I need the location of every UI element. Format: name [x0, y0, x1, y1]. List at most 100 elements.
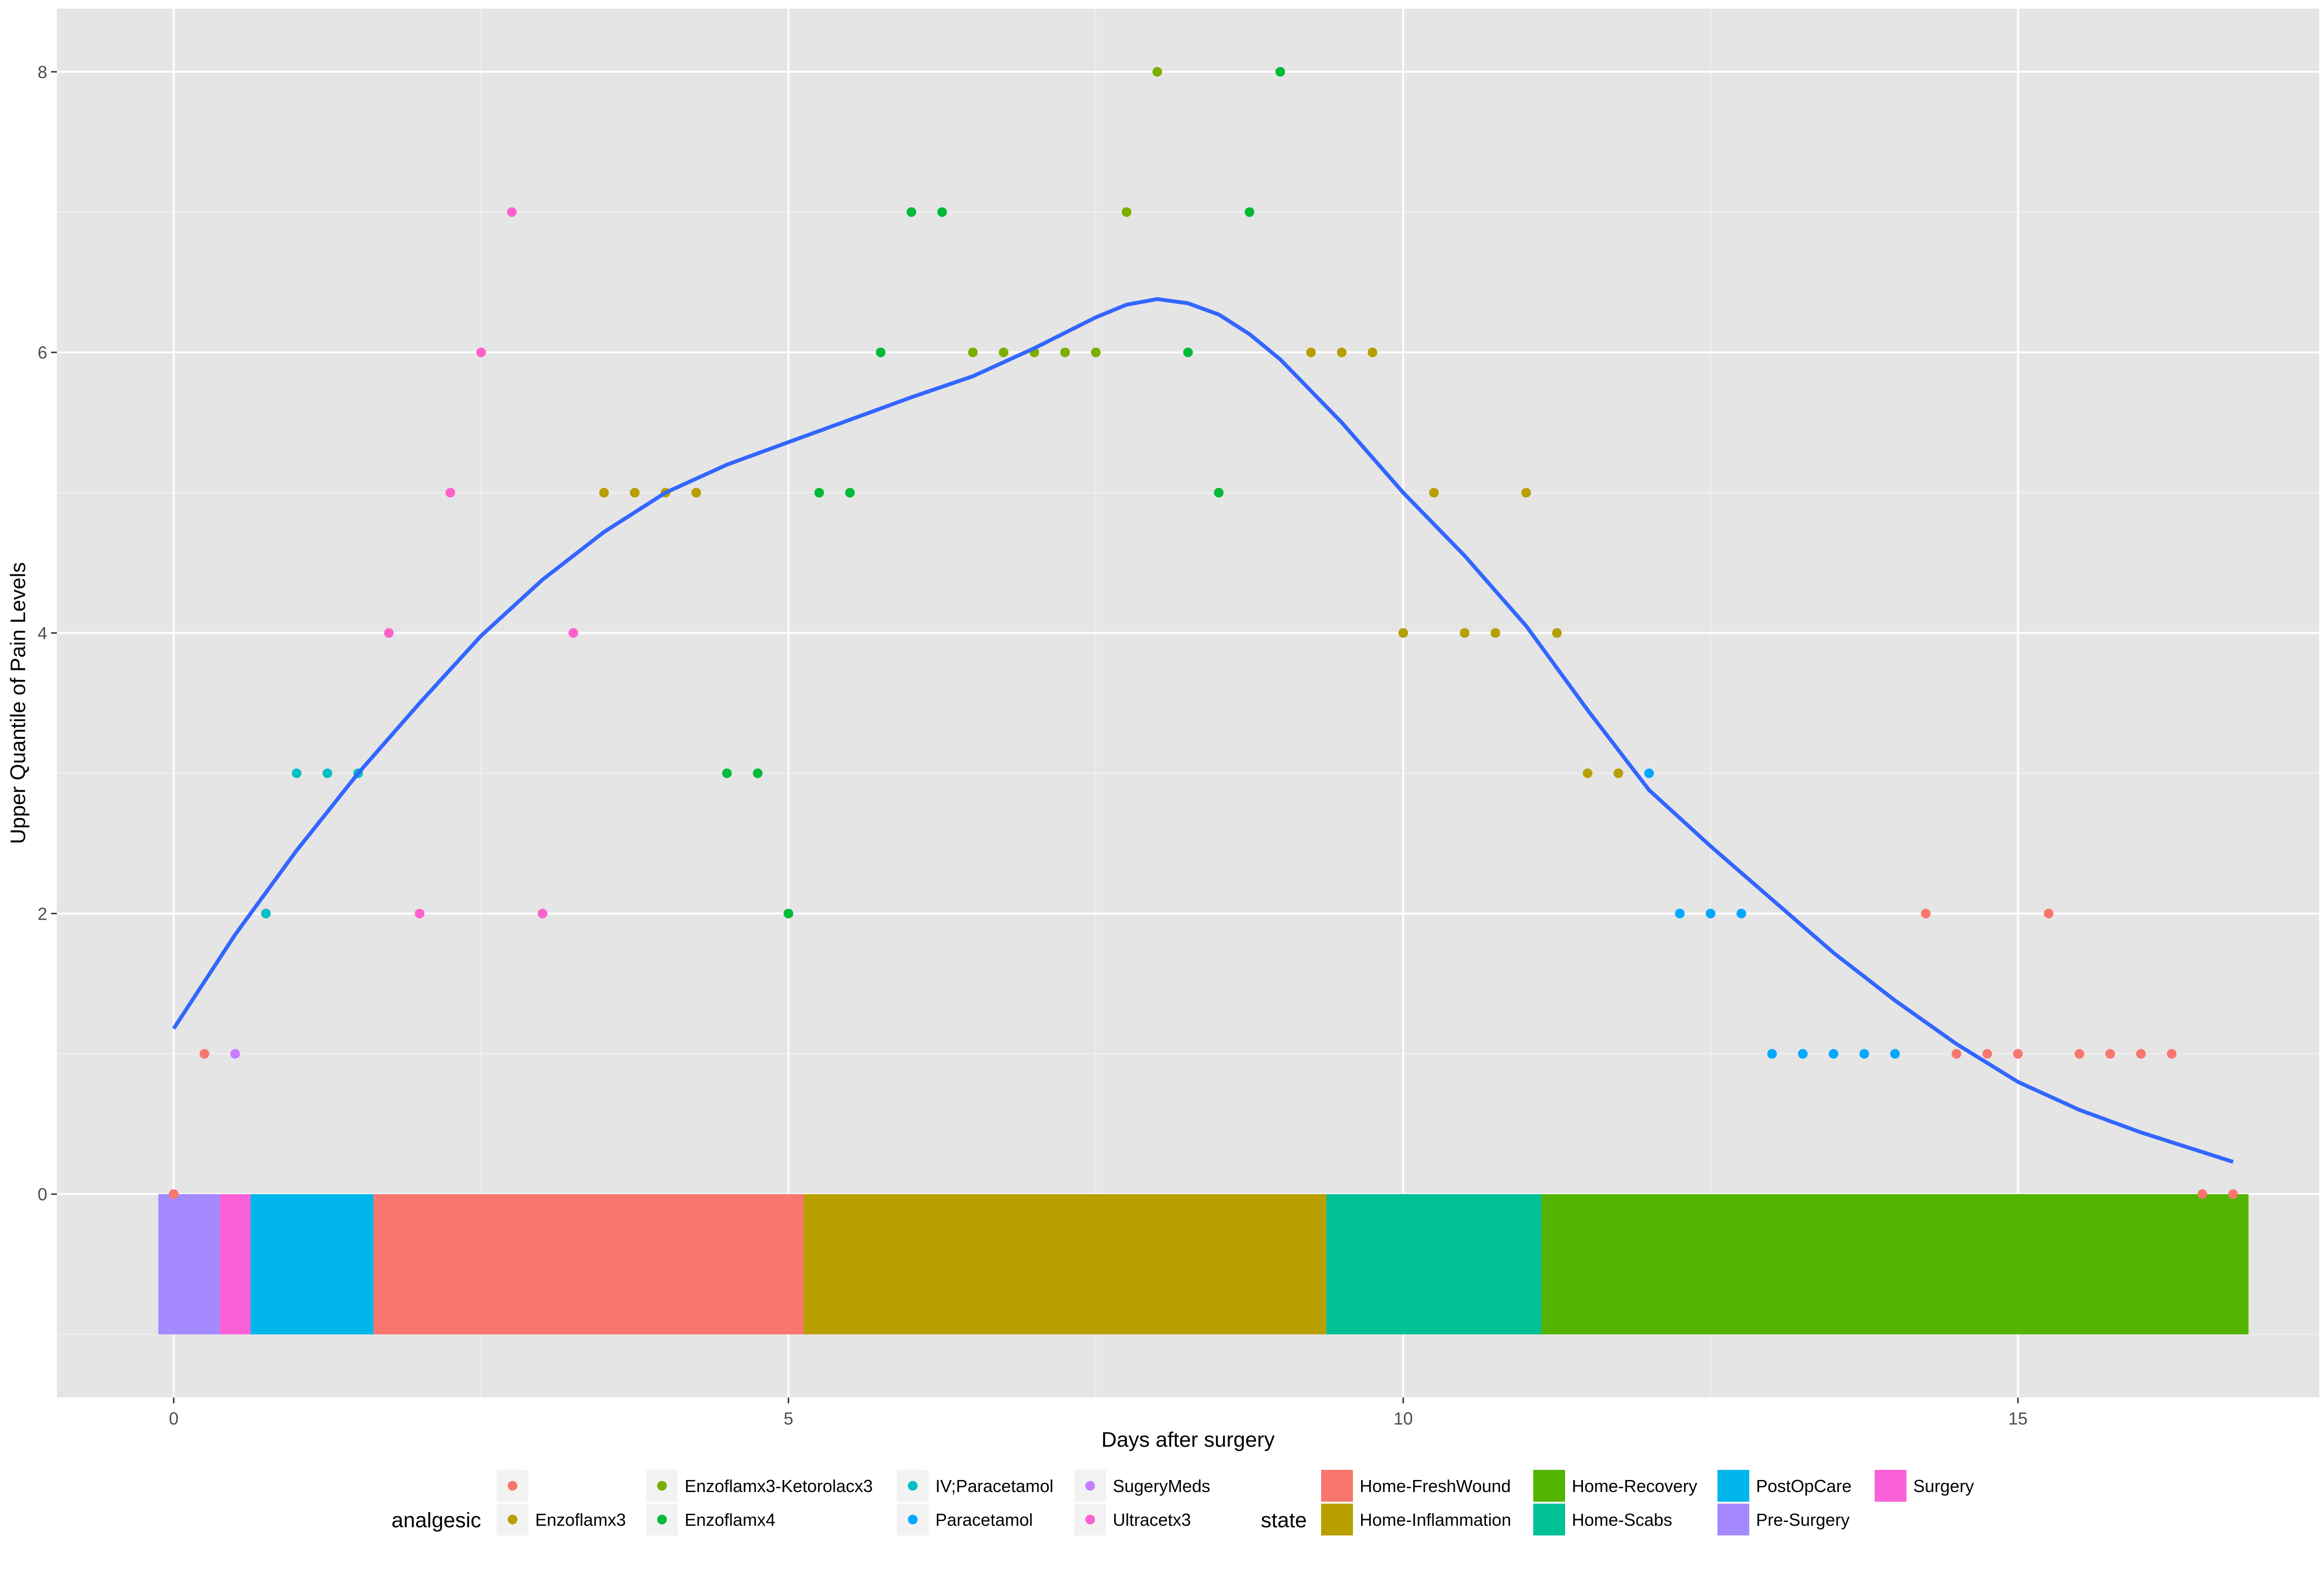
data-point — [1275, 67, 1285, 77]
state-bar — [1541, 1194, 2249, 1335]
legend-label: Ultracetx3 — [1113, 1510, 1191, 1530]
legend-label: Enzoflamx4 — [685, 1510, 775, 1530]
legend-point — [1085, 1515, 1095, 1524]
legend-label: Home-Scabs — [1572, 1510, 1672, 1530]
x-tick-label: 15 — [2008, 1409, 2027, 1428]
y-tick-label: 6 — [38, 343, 47, 363]
data-point — [323, 768, 332, 778]
data-point — [937, 207, 947, 217]
y-axis-title: Upper Quantile of Pain Levels — [6, 562, 30, 844]
data-point — [1244, 207, 1255, 217]
data-point — [599, 488, 609, 498]
data-point — [507, 207, 517, 217]
data-point — [630, 488, 640, 498]
data-point — [1091, 347, 1101, 357]
data-point — [2074, 1049, 2084, 1059]
legend-label: SugeryMeds — [1113, 1476, 1210, 1496]
data-point — [2044, 909, 2054, 919]
state-bar — [804, 1194, 1326, 1335]
data-point — [446, 488, 455, 498]
y-tick-label: 4 — [38, 624, 47, 643]
legend-label: Home-FreshWound — [1360, 1476, 1511, 1496]
legend-label: Home-Inflammation — [1360, 1510, 1511, 1530]
state-bar — [219, 1194, 251, 1335]
smooth-line — [172, 297, 2234, 1164]
data-point — [999, 347, 1009, 357]
data-point — [1736, 909, 1746, 919]
data-point — [568, 628, 578, 638]
data-point — [1890, 1049, 1900, 1059]
data-point — [1644, 768, 1654, 778]
legend-key — [1875, 1470, 1906, 1502]
data-point — [876, 347, 886, 357]
data-point — [2136, 1049, 2146, 1059]
x-axis-title: Days after surgery — [1101, 1428, 1274, 1452]
data-point — [784, 909, 794, 919]
legend-state: state Home-FreshWound Home-Inflammation Ho… — [1261, 1470, 1974, 1535]
legend-point — [908, 1515, 918, 1524]
data-point — [1459, 628, 1470, 638]
legend-point — [657, 1481, 667, 1491]
data-point — [1859, 1049, 1869, 1059]
data-point — [1490, 628, 1500, 638]
data-point — [1429, 488, 1439, 498]
state-bar — [158, 1194, 220, 1335]
legend-label: PostOpCare — [1756, 1476, 1851, 1496]
data-point — [753, 768, 763, 778]
legend-point — [1085, 1481, 1095, 1491]
data-point — [1613, 768, 1623, 778]
data-point — [1552, 628, 1562, 638]
data-point — [1982, 1049, 1992, 1059]
x-tick-label: 5 — [784, 1409, 793, 1428]
legend-analgesic: analgesic Enzoflamx3 Enzoflamx3-Ketorolac… — [392, 1470, 1210, 1535]
state-bar — [373, 1194, 804, 1335]
legend-label: Pre-Surgery — [1756, 1510, 1850, 1530]
data-point — [1214, 488, 1224, 498]
data-point — [2105, 1049, 2115, 1059]
legend-label: Paracetamol — [935, 1510, 1033, 1530]
data-point — [476, 347, 486, 357]
legend-key — [1717, 1504, 1749, 1535]
legend-analgesic-title: analgesic — [392, 1508, 481, 1532]
plot-panel — [57, 9, 2319, 1398]
data-point — [1582, 768, 1593, 778]
data-point — [2167, 1049, 2176, 1059]
y-tick-label: 2 — [38, 904, 47, 923]
data-point — [1367, 347, 1378, 357]
data-point — [230, 1049, 240, 1059]
axes: 0 5 10 15 0 2 4 6 8 — [38, 62, 2027, 1428]
data-point — [1798, 1049, 1808, 1059]
legend-key — [1717, 1470, 1749, 1502]
legend-label: Surgery — [1913, 1476, 1974, 1496]
data-point — [906, 207, 917, 217]
data-point — [2013, 1049, 2023, 1059]
legend-label: IV;Paracetamol — [935, 1476, 1054, 1496]
legend-point — [908, 1481, 918, 1491]
x-tick-label: 0 — [169, 1409, 178, 1428]
data-point — [968, 347, 978, 357]
data-point — [1675, 909, 1685, 919]
data-point — [384, 628, 394, 638]
legend-point — [657, 1515, 667, 1524]
data-point — [1337, 347, 1347, 357]
legend-key — [1321, 1504, 1353, 1535]
legend-key — [1533, 1470, 1565, 1502]
legend-label: Enzoflamx3-Ketorolacx3 — [685, 1476, 873, 1496]
state-bar — [1326, 1194, 1542, 1335]
data-point — [1921, 909, 1931, 919]
legend-label: Enzoflamx3 — [535, 1510, 626, 1530]
data-point — [1767, 1049, 1777, 1059]
data-points — [169, 67, 2238, 1199]
data-point — [538, 909, 548, 919]
data-point — [1306, 347, 1316, 357]
data-point — [200, 1049, 209, 1059]
data-point — [722, 768, 732, 778]
data-point — [2197, 1189, 2207, 1199]
data-point — [1398, 628, 1408, 638]
state-bars — [158, 1194, 2249, 1335]
legend-state-title: state — [1261, 1508, 1307, 1532]
legend-key — [1533, 1504, 1565, 1535]
data-point — [845, 488, 855, 498]
x-tick-label: 10 — [1393, 1409, 1413, 1428]
